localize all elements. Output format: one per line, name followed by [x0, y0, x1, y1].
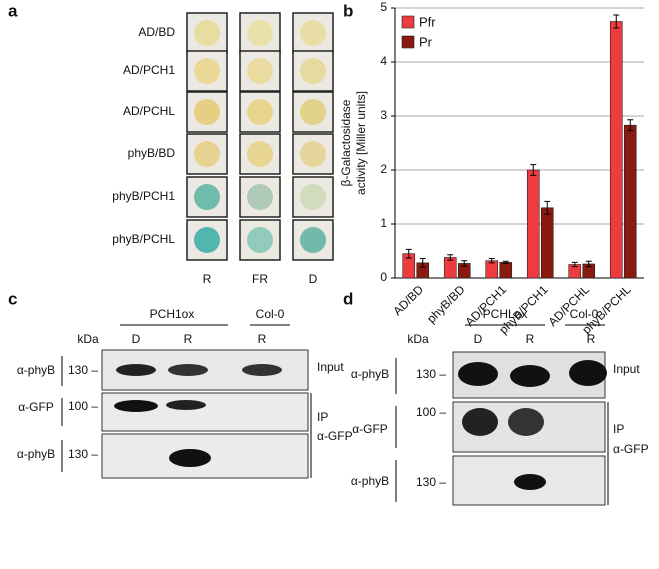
lane-label: R	[184, 332, 193, 346]
error-bar	[585, 260, 592, 268]
yeast-spot	[300, 141, 326, 167]
size-marker: 130 –	[68, 363, 98, 377]
size-marker: 130 –	[68, 447, 98, 461]
group-label: Col-0	[256, 307, 285, 321]
x-tick-label: AD/BD	[390, 282, 426, 318]
bar	[623, 124, 637, 279]
spot-frame	[292, 219, 334, 261]
row-label: phyB/PCH1	[112, 189, 175, 203]
error-bar	[530, 164, 537, 176]
fraction-label: Input	[317, 360, 344, 374]
legend-swatch	[401, 35, 415, 49]
yeast-spot	[194, 20, 220, 46]
legend-label: Pr	[419, 34, 433, 49]
bar	[609, 21, 623, 279]
fraction-label: IP	[613, 422, 624, 436]
unit-label: kDa	[407, 332, 429, 346]
error-bar	[488, 258, 495, 264]
group-label: Col-0	[570, 307, 599, 321]
yeast-spot	[300, 58, 326, 84]
antibody-label: α-phyB	[351, 474, 389, 488]
lane-label: R	[258, 332, 267, 346]
antibody-label: α-phyB	[351, 367, 389, 381]
panel-label: c	[8, 289, 17, 308]
lane-label: R	[526, 332, 535, 346]
antibody-label: α-GFP	[18, 400, 54, 414]
legend-label: Pfr	[419, 14, 436, 29]
y-tick-label: 0	[380, 270, 387, 284]
bar	[499, 262, 513, 279]
yeast-spot	[247, 141, 273, 167]
antibody-label: α-phyB	[17, 447, 55, 461]
bar	[526, 169, 540, 279]
error-bar	[544, 200, 551, 215]
yeast-spot	[247, 184, 273, 210]
yeast-spot	[300, 184, 326, 210]
size-marker: 130 –	[416, 475, 446, 489]
yeast-spot	[247, 20, 273, 46]
column-label: FR	[252, 272, 268, 286]
size-marker: 100 –	[416, 405, 446, 419]
fraction-label: Input	[613, 362, 640, 376]
panel-label: d	[343, 289, 353, 308]
yeast-spot	[247, 99, 273, 125]
blot-layout	[101, 324, 609, 506]
row-label: phyB/BD	[128, 146, 176, 160]
lane-label: D	[474, 332, 483, 346]
column-label: D	[309, 272, 318, 286]
error-bar	[502, 260, 509, 264]
row-label: AD/PCH1	[123, 63, 175, 77]
spot-frame	[186, 176, 228, 218]
spot-frame	[239, 176, 281, 218]
spot-frame	[186, 133, 228, 175]
y-tick-label: 5	[380, 0, 387, 14]
yeast-spot	[194, 58, 220, 84]
row-label: AD/PCHL	[123, 104, 175, 118]
y-tick-label: 3	[380, 108, 387, 122]
error-bar	[419, 258, 426, 268]
legend-swatch	[401, 15, 415, 29]
yeast-spot	[194, 141, 220, 167]
bar	[540, 207, 554, 279]
spot-frame	[239, 12, 281, 54]
antibody-label: α-GFP	[352, 422, 388, 436]
panel-label: a	[8, 1, 18, 20]
y-tick-label: 2	[380, 162, 387, 176]
y-tick-label: 4	[380, 54, 387, 68]
yeast-spot	[300, 99, 326, 125]
y-axis-label: activity [Miller units]	[354, 91, 368, 195]
size-marker: 100 –	[68, 399, 98, 413]
lane-label: R	[587, 332, 596, 346]
row-label: AD/BD	[138, 25, 175, 39]
y-axis-label: β-Galactosidase	[339, 99, 353, 186]
yeast-spot	[194, 227, 220, 253]
yeast-spot	[194, 99, 220, 125]
yeast-spot	[194, 184, 220, 210]
error-bar	[613, 14, 620, 29]
y-tick-label: 1	[380, 216, 387, 230]
fraction-label: α-GFP	[317, 429, 353, 443]
panel-label: b	[343, 1, 353, 20]
column-label: R	[203, 272, 212, 286]
error-bar	[627, 119, 634, 132]
error-bar	[461, 260, 468, 267]
fraction-label: IP	[317, 410, 328, 424]
antibody-label: α-phyB	[17, 363, 55, 377]
fraction-label: α-GFP	[613, 442, 649, 456]
error-bar	[447, 254, 454, 261]
row-label: phyB/PCHL	[112, 232, 175, 246]
yeast-spot	[247, 227, 273, 253]
size-marker: 130 –	[416, 367, 446, 381]
yeast-spot	[300, 227, 326, 253]
group-label: PCH1ox	[150, 307, 195, 321]
yeast-spot	[247, 58, 273, 84]
lane-label: D	[132, 332, 141, 346]
group-label: PCHLox	[483, 307, 528, 321]
error-bar	[571, 261, 578, 268]
error-bar	[405, 248, 412, 259]
unit-label: kDa	[77, 332, 99, 346]
yeast-spot	[300, 20, 326, 46]
